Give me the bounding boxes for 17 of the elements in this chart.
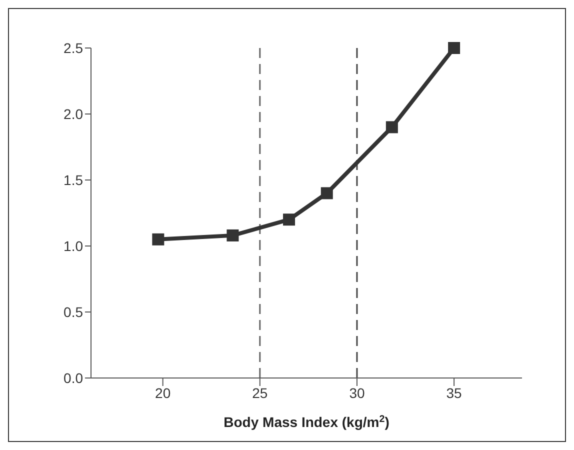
point xyxy=(226,229,239,242)
y-tick-label: 1.5 xyxy=(64,172,84,188)
y-tick-label: 0.0 xyxy=(64,370,84,386)
y-tick-label: 0.5 xyxy=(64,304,84,320)
x-tick-label: 30 xyxy=(349,384,365,401)
x-tick-label: 25 xyxy=(252,384,268,401)
x-tick-label: 20 xyxy=(155,384,171,401)
x-tick-label: 35 xyxy=(446,384,462,401)
point xyxy=(448,42,460,54)
y-tick-label: 2.5 xyxy=(64,40,84,56)
point xyxy=(386,121,398,134)
x-axis-title: Body Mass Index (kg/m$^{2}$) xyxy=(224,414,390,430)
y-tick-label: 2.0 xyxy=(64,106,84,122)
y-tick-label: 1.0 xyxy=(64,238,84,254)
point xyxy=(283,214,296,226)
point xyxy=(320,187,333,200)
point xyxy=(152,233,164,246)
